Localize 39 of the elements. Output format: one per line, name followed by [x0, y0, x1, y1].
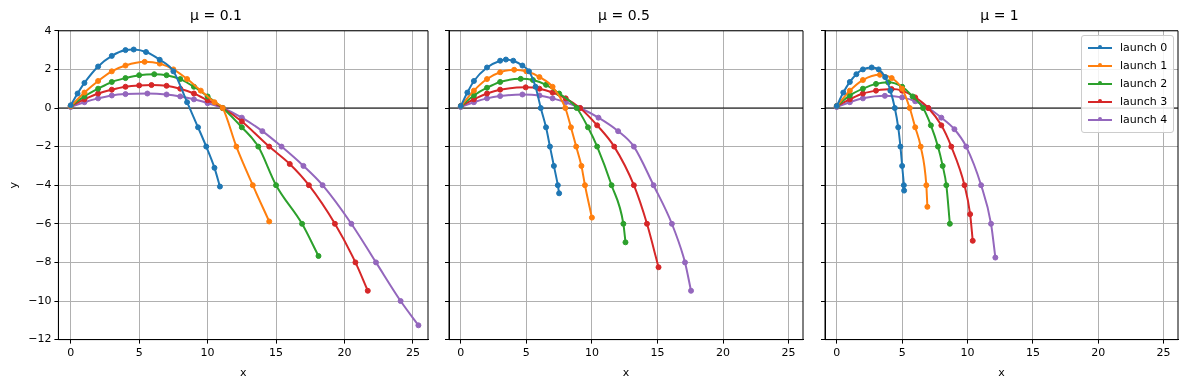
y-tick-label: −4 — [35, 178, 52, 192]
x-axis-title: x — [239, 366, 247, 380]
x-tick-label: 10 — [200, 346, 215, 360]
y-tick-label: −12 — [28, 332, 52, 346]
x-tick-label: 20 — [337, 346, 352, 360]
legend-label: launch 2 — [1120, 77, 1168, 91]
y-tick-label: 4 — [44, 23, 52, 37]
y-axis-title: y — [7, 181, 21, 189]
y-tick-label: −10 — [28, 293, 52, 307]
x-tick-label: 5 — [898, 346, 906, 360]
chart-title: μ = 0.1 — [190, 7, 242, 24]
x-axis-title: x — [998, 366, 1006, 380]
x-tick-label: 25 — [781, 346, 796, 360]
x-tick-label: 0 — [833, 346, 841, 360]
x-tick-label: 5 — [522, 346, 530, 360]
y-tick-label: 0 — [44, 100, 52, 114]
x-tick-label: 10 — [584, 346, 599, 360]
y-tick-label: −2 — [35, 139, 52, 153]
x-axis-title: x — [622, 366, 630, 380]
x-tick-label: 25 — [405, 346, 420, 360]
chart-title: μ = 0.5 — [598, 7, 650, 24]
legend-label: launch 4 — [1120, 113, 1168, 127]
x-tick-label: 15 — [650, 346, 665, 360]
x-tick-label: 0 — [67, 346, 75, 360]
x-tick-label: 0 — [457, 346, 465, 360]
legend-label: launch 3 — [1120, 95, 1168, 109]
y-tick-label: −8 — [35, 255, 52, 269]
x-tick-label: 20 — [716, 346, 731, 360]
x-tick-label: 20 — [1091, 346, 1106, 360]
x-tick-label: 25 — [1156, 346, 1171, 360]
legend-label: launch 0 — [1120, 41, 1168, 55]
y-tick-label: 2 — [44, 62, 52, 76]
x-tick-label: 15 — [269, 346, 284, 360]
x-tick-label: 15 — [1025, 346, 1040, 360]
x-tick-label: 10 — [960, 346, 975, 360]
y-tick-label: −6 — [35, 216, 52, 230]
legend-label: launch 1 — [1120, 59, 1168, 73]
chart-title: μ = 1 — [980, 7, 1019, 24]
x-tick-label: 5 — [135, 346, 143, 360]
